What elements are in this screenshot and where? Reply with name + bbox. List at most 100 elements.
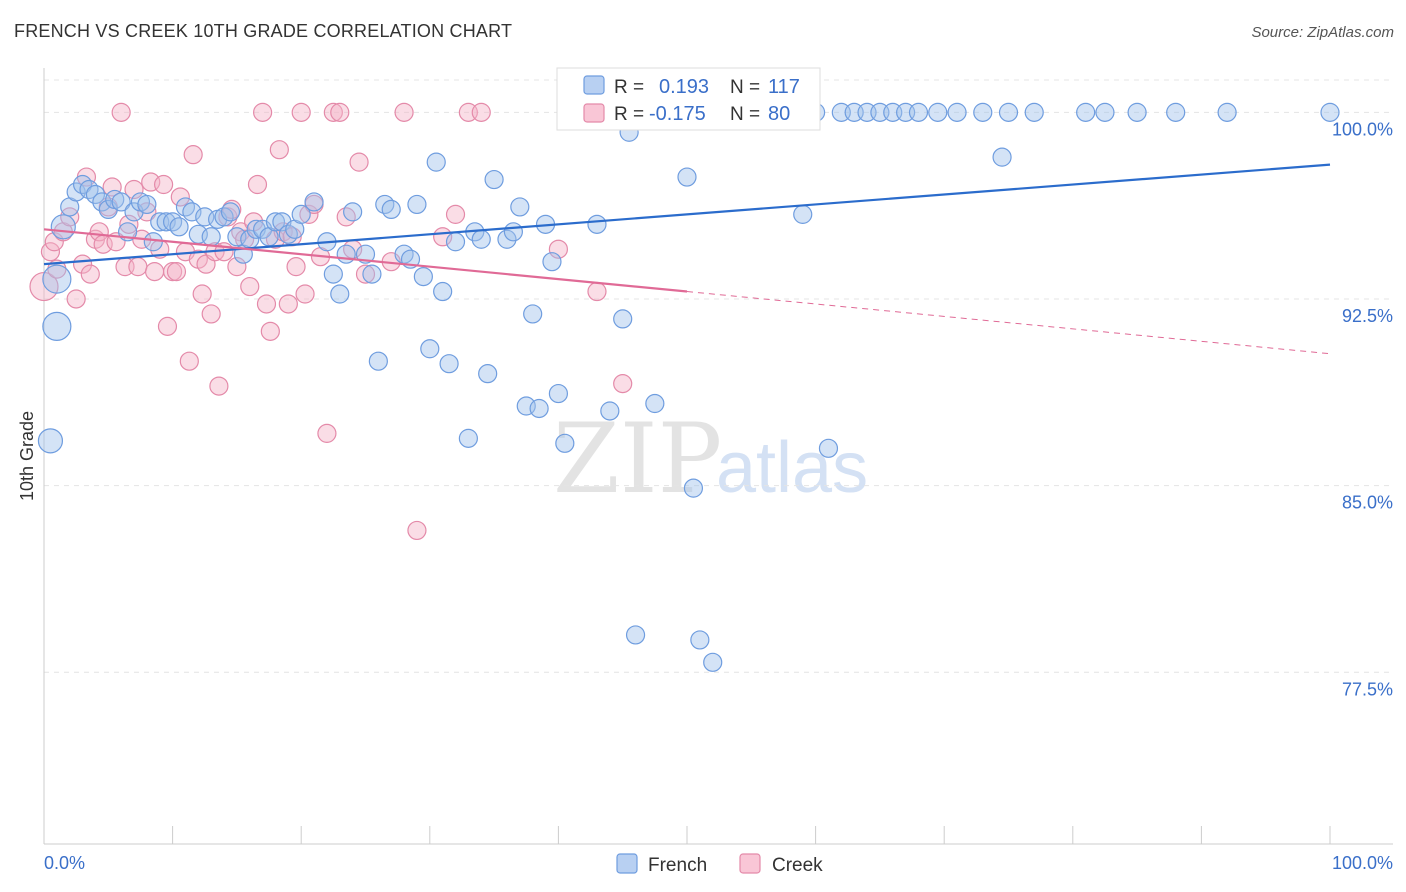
french-point — [355, 244, 376, 264]
legend-swatch-creek — [739, 853, 761, 874]
french-point — [413, 266, 433, 287]
creek-point — [355, 264, 376, 284]
creek-point — [613, 374, 633, 394]
french-point — [375, 194, 395, 215]
french-point — [214, 207, 234, 227]
french-point — [323, 264, 343, 284]
y-tick-label: 85.0% — [1342, 493, 1393, 513]
french-point — [600, 401, 620, 421]
french-point — [703, 652, 723, 672]
creek-point — [471, 102, 491, 122]
creek-point — [89, 222, 109, 242]
french-point — [677, 167, 697, 187]
french-point — [1217, 102, 1237, 122]
french-point — [484, 169, 504, 190]
french-point — [1166, 102, 1186, 122]
french-point — [426, 152, 446, 172]
creek-point — [295, 284, 315, 304]
creek-point — [394, 102, 414, 122]
french-point — [278, 224, 298, 244]
creek-point — [256, 294, 277, 314]
french-point — [510, 197, 530, 217]
french-point — [143, 232, 163, 252]
y-axis-title: 10th Grade — [17, 411, 37, 501]
french-point — [72, 174, 93, 195]
creek-point — [278, 294, 298, 314]
french-point — [497, 229, 517, 249]
creek-point — [119, 214, 139, 234]
creek-point — [166, 262, 187, 282]
french-point — [439, 354, 459, 374]
creek-point — [330, 102, 350, 122]
legend-swatch-french — [616, 853, 638, 874]
stats-r-value-creek: -0.175 — [649, 103, 706, 125]
french-point — [458, 428, 478, 448]
creek-point — [209, 376, 229, 396]
french-point — [42, 264, 72, 294]
creek-point — [253, 102, 273, 122]
french-point — [445, 232, 466, 252]
french-point — [613, 309, 633, 329]
creek-point — [273, 222, 293, 242]
creek-point — [323, 102, 343, 122]
french-point — [998, 102, 1019, 122]
creek-point — [179, 351, 199, 371]
french-point — [992, 147, 1012, 167]
french-point — [548, 383, 569, 404]
french-point — [156, 212, 176, 232]
french-point — [645, 393, 665, 414]
french-point — [220, 202, 241, 222]
creek-point — [66, 289, 86, 309]
creek-point — [286, 257, 306, 277]
chart-title: FRENCH VS CREEK 10TH GRADE CORRELATION C… — [14, 21, 513, 41]
french-point — [163, 212, 183, 232]
french-point — [85, 184, 106, 205]
french-point — [407, 194, 427, 215]
french-point — [523, 304, 543, 324]
creek-point — [407, 520, 427, 541]
french-point — [625, 625, 646, 645]
stats-n-label-creek: N = — [730, 104, 760, 125]
stats-swatch-french — [583, 75, 605, 95]
french-point — [291, 204, 311, 224]
creek-point — [240, 276, 260, 297]
creek-point — [445, 204, 466, 224]
french-point — [182, 202, 202, 222]
french-point — [471, 229, 491, 249]
french-point — [381, 199, 401, 220]
french-point — [478, 364, 498, 384]
french-point — [947, 102, 967, 122]
creek-point — [72, 254, 93, 274]
french-point — [908, 102, 929, 122]
source-label: Source: ZipAtlas.com — [1251, 24, 1394, 41]
french-point — [79, 179, 99, 200]
french-point — [529, 398, 549, 419]
creek-point — [128, 257, 148, 277]
stats-r-label-creek: R = — [614, 104, 644, 125]
trend-line-french — [43, 163, 1331, 266]
stats-swatch-creek — [583, 103, 605, 123]
french-point — [137, 194, 157, 215]
french-point — [928, 102, 948, 122]
watermark: ZIP atlas — [553, 403, 868, 515]
french-point — [343, 202, 363, 222]
creek-point — [227, 257, 247, 277]
french-point — [201, 227, 221, 247]
french-point — [690, 630, 710, 650]
french-point — [1320, 102, 1340, 122]
creek-point — [40, 242, 61, 262]
stats-n-value-french: 117 — [768, 76, 800, 98]
creek-point — [170, 187, 190, 207]
french-point — [555, 433, 575, 453]
french-point — [818, 438, 839, 458]
french-point — [793, 204, 813, 224]
creek-point — [587, 281, 607, 302]
creek-point — [157, 316, 178, 336]
french-point — [304, 192, 324, 212]
creek-point — [183, 145, 203, 165]
x-tick-label-max: 100.0% — [1332, 853, 1393, 873]
french-point — [542, 252, 562, 272]
x-tick-label-min: 0.0% — [44, 853, 85, 873]
french-point — [1095, 102, 1115, 122]
french-point — [336, 244, 356, 264]
